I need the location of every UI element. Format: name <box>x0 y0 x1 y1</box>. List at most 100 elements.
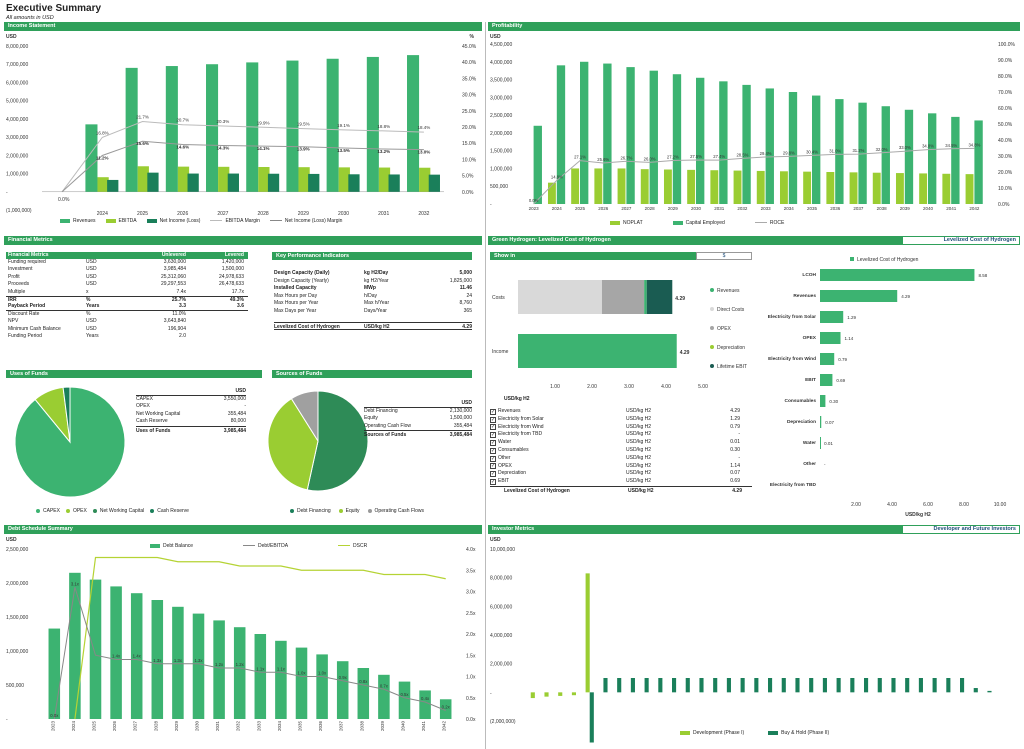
metric-levered: 1,420,000 <box>221 259 244 265</box>
row-checkbox[interactable]: ✓ <box>490 416 496 423</box>
metric-unlevered: 7.4x <box>176 288 186 295</box>
x-tick-label: 2.00 <box>587 384 597 390</box>
row-checkbox[interactable]: ✓ <box>490 447 496 454</box>
bar-buy-hold-phase-ii- <box>905 678 910 693</box>
funds-value: 80,000 <box>230 418 246 425</box>
row-checkbox[interactable]: ✓ <box>490 479 496 486</box>
lcoh-row: ✓ Electricity from Solar USD/kg H2 1.29 <box>490 416 752 424</box>
lcoh-row-label: Electricity from TBD <box>498 431 543 438</box>
uses-pie-chart <box>14 386 126 498</box>
bar-noplat <box>687 169 696 204</box>
row-checkbox[interactable]: ✓ <box>490 455 496 462</box>
kpi-label: Installed Capacity <box>274 285 317 292</box>
row-checkbox[interactable]: ✓ <box>490 471 496 478</box>
debt-schedule-header: Debt Schedule Summary <box>4 525 482 534</box>
roce-label: 0.0% <box>529 198 539 203</box>
legend-item-dscr: DSCR <box>338 543 367 549</box>
bar-noplat <box>919 173 928 204</box>
kpi-value: 365 <box>463 307 472 314</box>
legend-label: Direct Costs <box>717 307 745 313</box>
y-tick-label: 1,500,000 <box>6 615 28 621</box>
bar-capital-employed <box>881 106 890 204</box>
ebitda-margin-label: 19.9% <box>257 120 270 125</box>
x-tick-label: 2037 <box>339 721 344 732</box>
lcoh-total-row: Levelized Cost of Hydrogen USD/kg H2 4.2… <box>490 485 752 494</box>
segment-direct-costs <box>518 280 602 314</box>
legend-dot <box>710 326 714 330</box>
debt-ebitda-label: 0.7x <box>380 683 389 688</box>
bar-net-income-loss- <box>428 174 440 192</box>
row-checkbox[interactable]: ✓ <box>490 432 496 439</box>
category-label: Revenues <box>793 293 816 299</box>
metric-unlevered: 29,297,553 <box>160 281 186 288</box>
sources-legend: Debt Financing Equity Operating Cash Flo… <box>290 508 424 514</box>
debt-ebitda-label: 0.2x <box>442 705 451 710</box>
y2-tick-label: 3.5x <box>466 568 476 574</box>
y-tick-label: 4,000,000 <box>490 60 512 66</box>
x-tick-label: 2027 <box>621 206 632 211</box>
roce-label: 30.4% <box>806 149 818 154</box>
income-statement-header: Income Statement <box>4 22 482 31</box>
metric-label: Minimum Cash Balance <box>8 325 61 332</box>
x-tick-label: 2028 <box>258 211 269 217</box>
x-tick-label: 2042 <box>969 206 980 211</box>
bar-buy-hold-phase-ii- <box>740 678 745 693</box>
bar-buy-hold-phase-ii- <box>672 678 677 693</box>
financial-metrics-header: Financial Metrics <box>4 236 482 245</box>
uses-legend: CAPEX OPEX Net Working Capital Cash Rese… <box>36 508 189 514</box>
y2-tick-label: 0.5x <box>466 696 476 702</box>
x-tick-label: 2025 <box>92 721 97 732</box>
row-checkbox[interactable]: ✓ <box>490 463 496 470</box>
metric-unit: USD <box>86 259 97 265</box>
kpi-table: Design Capacity (Daily) kg H2/Day 5,000 Des… <box>274 270 472 330</box>
x-tick-label: 2041 <box>946 206 957 211</box>
y-tick-label: 500,000 <box>490 184 508 190</box>
x-tick-label: 2036 <box>830 206 841 211</box>
value-label: 0.30 <box>829 399 838 404</box>
kpi-row: Max Days per Year Days/Year 365 <box>274 308 472 316</box>
category-label: Income <box>492 349 509 355</box>
metric-unlevered: 3,630,000 <box>163 259 186 265</box>
row-checkbox[interactable]: ✓ <box>490 424 496 431</box>
y-tick-label: 500,000 <box>6 683 24 689</box>
legend-item-debt-balance: Debt Balance <box>150 543 193 549</box>
row-checkbox[interactable]: ✓ <box>490 408 496 415</box>
y2-tick-label: 3.0x <box>466 590 476 596</box>
legend-label: Depreciation <box>717 345 745 351</box>
roce-label: 27.1% <box>574 155 586 160</box>
bar-noplat <box>942 173 951 204</box>
lcoh-row: ✓ EBIT USD/kg H2 0.69 <box>490 478 752 486</box>
x-tick-label: 2023 <box>529 206 540 211</box>
metric-unit: USD <box>86 281 97 288</box>
funds-row: Cash Reserve 80,000 <box>136 418 246 425</box>
sources-table: USD Debt Financing 2,130,000 Equity 1,500,0… <box>364 400 472 439</box>
bar-buy-hold-phase-ii- <box>809 678 814 693</box>
lcoh-currency-select[interactable]: $ <box>696 252 752 260</box>
bar-noplat <box>640 169 649 204</box>
bar-noplat <box>872 172 881 204</box>
bar-buy-hold-phase-ii- <box>836 678 841 693</box>
row-checkbox[interactable]: ✓ <box>490 440 496 447</box>
bar-capital-employed <box>742 84 751 204</box>
y2-tick-label: 90.0% <box>998 58 1013 64</box>
legend-item-debt-financing: Debt Financing <box>290 508 331 514</box>
lcoh-row-unit: USD/kg H2 <box>626 439 652 446</box>
funds-row: Debt Financing 2,130,000 <box>364 408 472 415</box>
funds-value: - <box>244 403 246 410</box>
y-tick-label: 2,000,000 <box>490 662 512 668</box>
kpi-label: Max Days per Year <box>274 307 317 314</box>
bar-development-phase-i- <box>558 692 563 696</box>
bar-ebitda <box>298 167 310 192</box>
funds-label: Debt Financing <box>364 408 398 414</box>
kpi-value: 11.46 <box>459 285 472 292</box>
x-tick-label: 4.00 <box>887 502 897 508</box>
bar-income <box>518 334 677 368</box>
bar-buy-hold-phase-ii- <box>864 678 869 693</box>
debt-ebitda-label: 0.9x <box>339 675 348 680</box>
bar-buy-hold-phase-ii- <box>617 678 622 693</box>
income-legend: Revenues EBITDA Net Income (Loss) EBITDA… <box>60 218 342 224</box>
bar-buy-hold-phase-ii- <box>603 678 608 693</box>
x-tick-label: 2039 <box>380 721 385 732</box>
y2-tick-label: 4.0x <box>466 547 476 553</box>
roce-label: 29.8% <box>783 150 795 155</box>
